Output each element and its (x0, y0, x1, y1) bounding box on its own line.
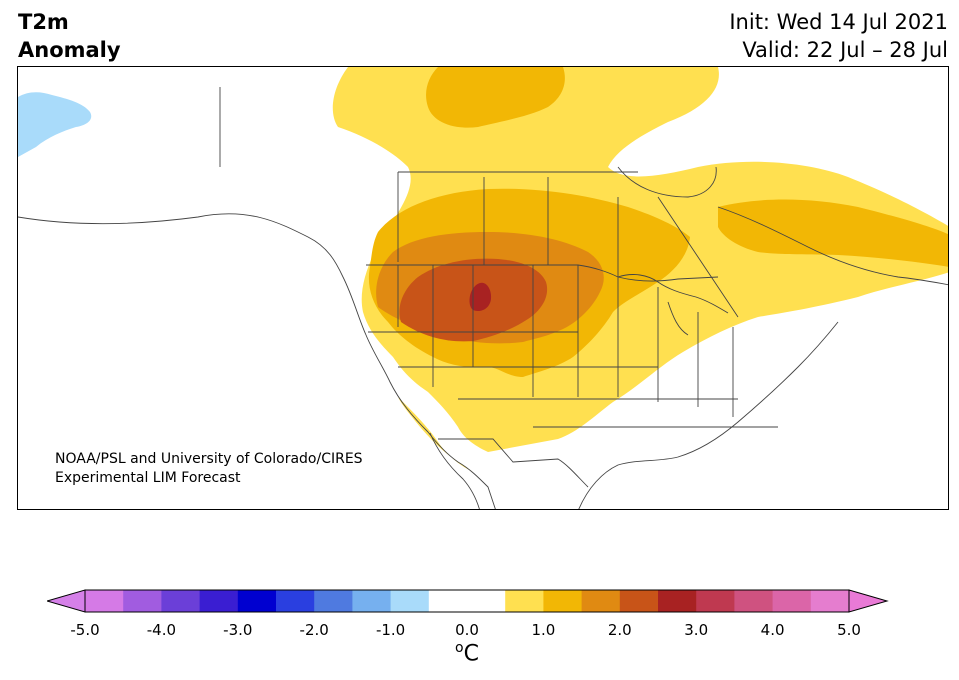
colorbar-swatches (85, 590, 850, 612)
anomaly-band-2 (426, 67, 565, 128)
title-line-2: Anomaly (18, 38, 121, 62)
init-date: Init: Wed 14 Jul 2021 (729, 10, 948, 34)
colorbar-tick-label: 5.0 (837, 621, 861, 639)
east-canada-coast (717, 206, 948, 286)
colorbar-tick-label: -5.0 (70, 621, 100, 639)
credit-line-1: NOAA/PSL and University of Colorado/CIRE… (55, 451, 363, 467)
canada-province-lines (397, 171, 739, 318)
hudson-bay-coast (617, 166, 717, 198)
colorbar-swatch (390, 590, 430, 612)
anomaly-band-2-east (718, 199, 948, 267)
colorbar-over-arrow (848, 589, 889, 613)
colorbar-swatch (85, 590, 124, 612)
colorbar-swatch (810, 590, 850, 612)
anomaly-map: NOAA/PSL and University of Colorado/CIRE… (17, 66, 949, 510)
map-canvas (18, 67, 948, 509)
colorbar-swatch (734, 590, 774, 612)
colorbar-tick-label: -4.0 (146, 621, 177, 639)
colorbar-swatch (276, 590, 315, 612)
unit-degree-mark: o (455, 640, 464, 656)
great-lakes (617, 274, 729, 336)
title-line-1: T2m (18, 10, 69, 34)
map-boundaries (18, 87, 948, 509)
colorbar-swatch (199, 590, 239, 612)
colorbar-swatch (237, 590, 277, 612)
anomaly-cold-alaska (18, 92, 92, 157)
colorbar-tick-label: 4.0 (760, 621, 785, 639)
us-mexico-border (438, 438, 589, 488)
colorbar-unit: oC (455, 640, 479, 666)
colorbar-swatch (658, 590, 697, 612)
credit-line-2: Experimental LIM Forecast (55, 470, 241, 486)
colorbar-tick-label: 2.0 (607, 621, 632, 639)
chart-title: T2m Anomaly (18, 8, 121, 64)
colorbar-swatch (352, 590, 392, 612)
colorbar-swatch (696, 590, 735, 612)
anomaly-fills (18, 67, 948, 472)
gulf-coastline (578, 321, 839, 509)
colorbar-swatch (772, 590, 812, 612)
colorbar-swatch (467, 590, 506, 612)
colorbar-swatch (123, 590, 162, 612)
colorbar-tick-label: 3.0 (684, 621, 709, 639)
colorbar-tick-label: -3.0 (223, 621, 253, 639)
colorbar-frame (84, 589, 850, 613)
colorbar-swatch (543, 590, 583, 612)
colorbar-tick-label: 1.0 (531, 621, 556, 639)
colorbar-swatch (619, 590, 659, 612)
colorbar-swatch (428, 590, 468, 612)
us-state-lines (368, 265, 778, 428)
unit-letter: C (463, 641, 479, 667)
colorbar-swatch (314, 590, 353, 612)
colorbar-swatch (161, 590, 201, 612)
west-coastline (18, 213, 496, 509)
colorbar (47, 589, 889, 613)
colorbar-swatch (505, 590, 544, 612)
colorbar-tick-label: -1.0 (375, 621, 406, 639)
forecast-dates: Init: Wed 14 Jul 2021 Valid: 22 Jul – 28… (729, 8, 948, 64)
colorbar-under-arrow (47, 589, 86, 613)
colorbar-tick-label: 0.0 (455, 621, 479, 639)
baja-coastline (429, 432, 480, 509)
valid-range: Valid: 22 Jul – 28 Jul (742, 38, 948, 62)
anomaly-band-5 (469, 282, 492, 311)
colorbar-tick-label: -2.0 (299, 621, 329, 639)
colorbar-swatch (581, 590, 621, 612)
